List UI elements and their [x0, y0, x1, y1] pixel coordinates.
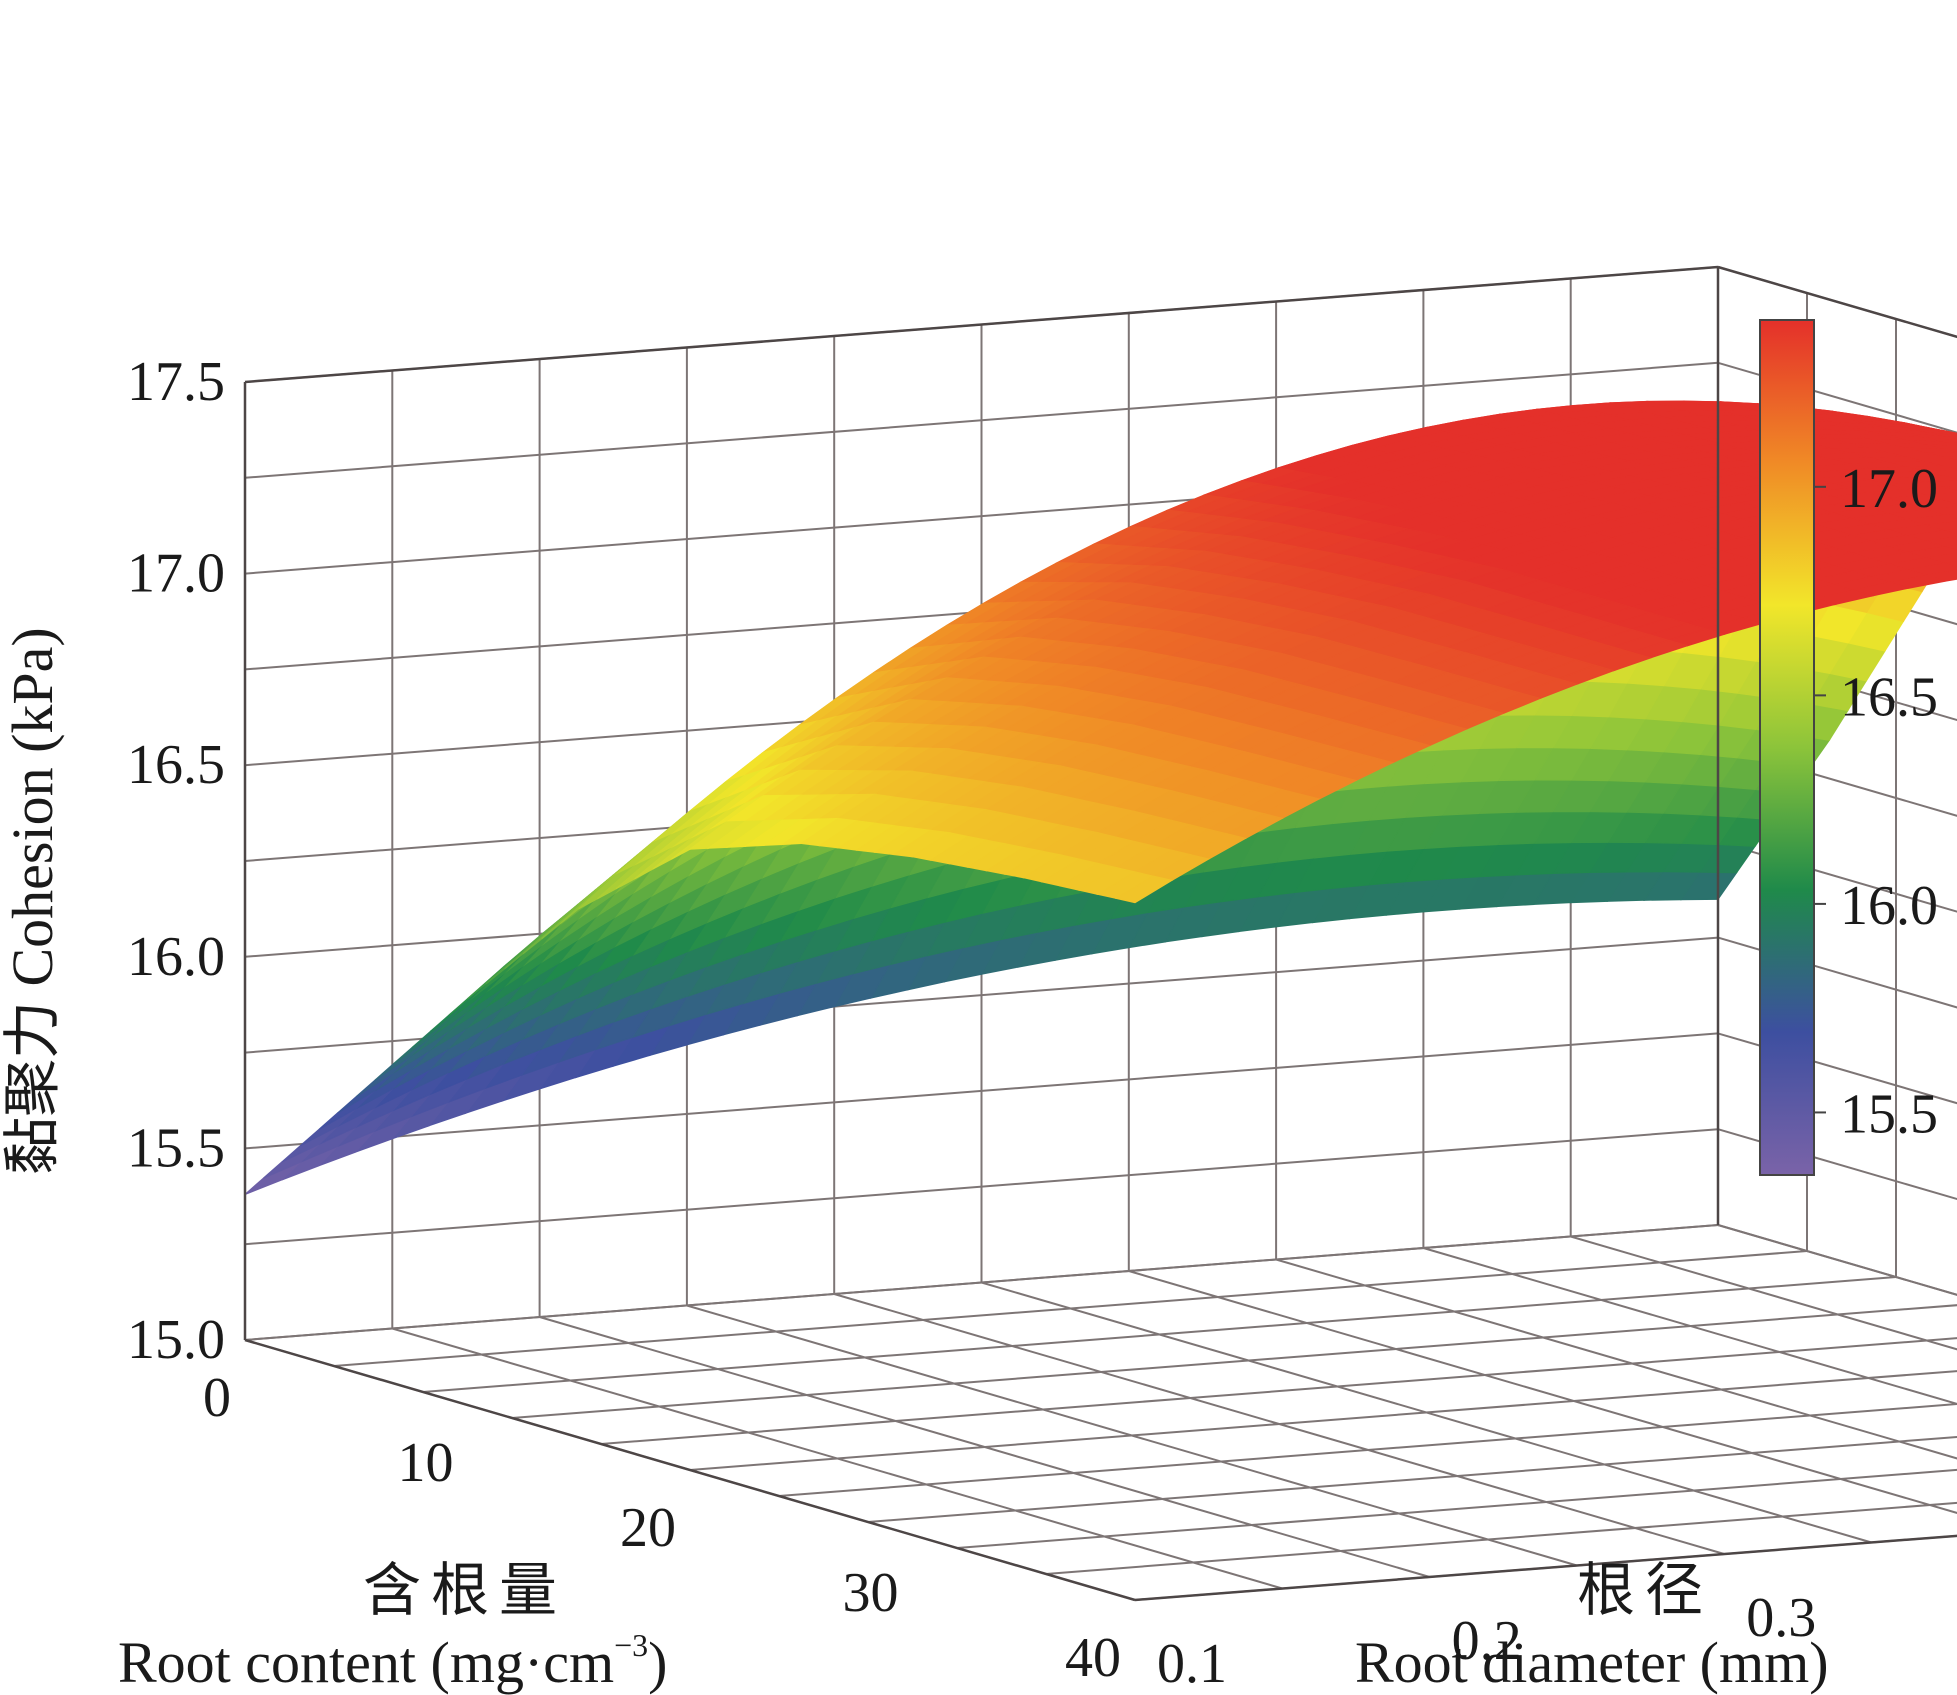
- x-tick-label: 10: [398, 1432, 454, 1494]
- frame-edge: [244, 265, 1719, 384]
- right-wall-gridline: [1717, 1032, 1957, 1105]
- y-axis-ticks: 0.10.20.30.40.50.6: [1157, 1587, 1816, 1695]
- x-axis-label-en-end: ): [648, 1630, 667, 1695]
- right-wall-gridline: [1717, 361, 1957, 434]
- x-axis-label-en-sup: −3: [614, 1627, 648, 1663]
- floor-gridline: [833, 1293, 1725, 1555]
- frame-edge: [1134, 1534, 1957, 1602]
- x-tick-label: 40: [1065, 1627, 1121, 1689]
- floor-gridline: [1128, 1270, 1957, 1514]
- surface-patch: [244, 1161, 301, 1195]
- z-tick-label: 16.5: [127, 734, 225, 796]
- floor-gridline: [1570, 1235, 1957, 1351]
- floor-gridline: [1423, 1247, 1957, 1405]
- x-axis-label-en-main: Root content (mg·cm: [118, 1630, 614, 1695]
- right-wall-gridline: [1717, 840, 1957, 913]
- colorbar-ticks: 15.5 16.0 16.5 17.0: [1814, 458, 1938, 1145]
- z-axis-label: 黏聚力 Cohesion (kPa): [0, 627, 65, 1175]
- z-tick-label: 16.0: [127, 926, 225, 988]
- z-tick-label: 15.5: [127, 1117, 225, 1179]
- x-tick-label: 0: [203, 1367, 231, 1429]
- floor-gridline: [981, 1281, 1872, 1544]
- floor-gridline: [686, 1304, 1578, 1567]
- x-axis-label-en: Root content (mg·cm−3): [118, 1627, 668, 1695]
- left-wall-gridline: [244, 1224, 1719, 1341]
- y-tick-label: 0.2: [1452, 1610, 1522, 1672]
- right-wall-gridline: [1717, 649, 1957, 722]
- frame-edge: [244, 1338, 1136, 1602]
- floor-gridline: [1045, 1501, 1957, 1575]
- frame-edge: [1717, 265, 1957, 339]
- x-tick-label: 30: [843, 1562, 899, 1624]
- floor-gridline: [392, 1327, 1283, 1590]
- right-wall-gridline: [1717, 745, 1957, 817]
- floor-gridline: [539, 1316, 1430, 1578]
- z-tick-label: 17.0: [127, 543, 225, 605]
- colorbar-bar: [1759, 319, 1815, 1176]
- x-axis-ticks: 0 10 20 30 40: [203, 1367, 1121, 1689]
- frame-layer: [243, 265, 1957, 1602]
- right-wall-gridline: [1717, 1128, 1957, 1201]
- y-axis-label-zh: 根径: [1577, 1558, 1713, 1623]
- left-wall-gridline: [244, 361, 1719, 479]
- y-tick-label: 0.1: [1157, 1633, 1227, 1695]
- x-tick-label: 20: [620, 1497, 676, 1559]
- z-tick-label: 17.5: [127, 351, 225, 413]
- right-wall-gridline: [1717, 936, 1957, 1009]
- z-axis-ticks: 15.0 15.5 16.0 16.5 17.0 17.5: [127, 351, 225, 1371]
- left-wall-gridline: [244, 1032, 1719, 1150]
- left-wall-gridline: [244, 1128, 1719, 1246]
- surface-layer: [244, 400, 1957, 1195]
- colorbar-tick-label: 16.0: [1840, 875, 1938, 937]
- colorbar-tick-label: 16.5: [1840, 666, 1938, 728]
- y-axis-label-en: Root diameter (mm): [1355, 1630, 1829, 1695]
- z-tick-label: 15.0: [127, 1309, 225, 1371]
- x-axis-label-zh: 含根量: [363, 1558, 567, 1623]
- right-wall-gridline: [1717, 1224, 1957, 1296]
- surface-patch: [1114, 875, 1174, 904]
- y-tick-label: 0.3: [1746, 1587, 1816, 1649]
- floor-gridline: [511, 1304, 1957, 1419]
- colorbar-tick-label: 15.5: [1840, 1083, 1938, 1145]
- floor-gridline: [1275, 1258, 1957, 1460]
- colorbar: 15.5 16.0 16.5 17.0: [1759, 319, 1938, 1176]
- colorbar-tick-label: 17.0: [1840, 458, 1938, 520]
